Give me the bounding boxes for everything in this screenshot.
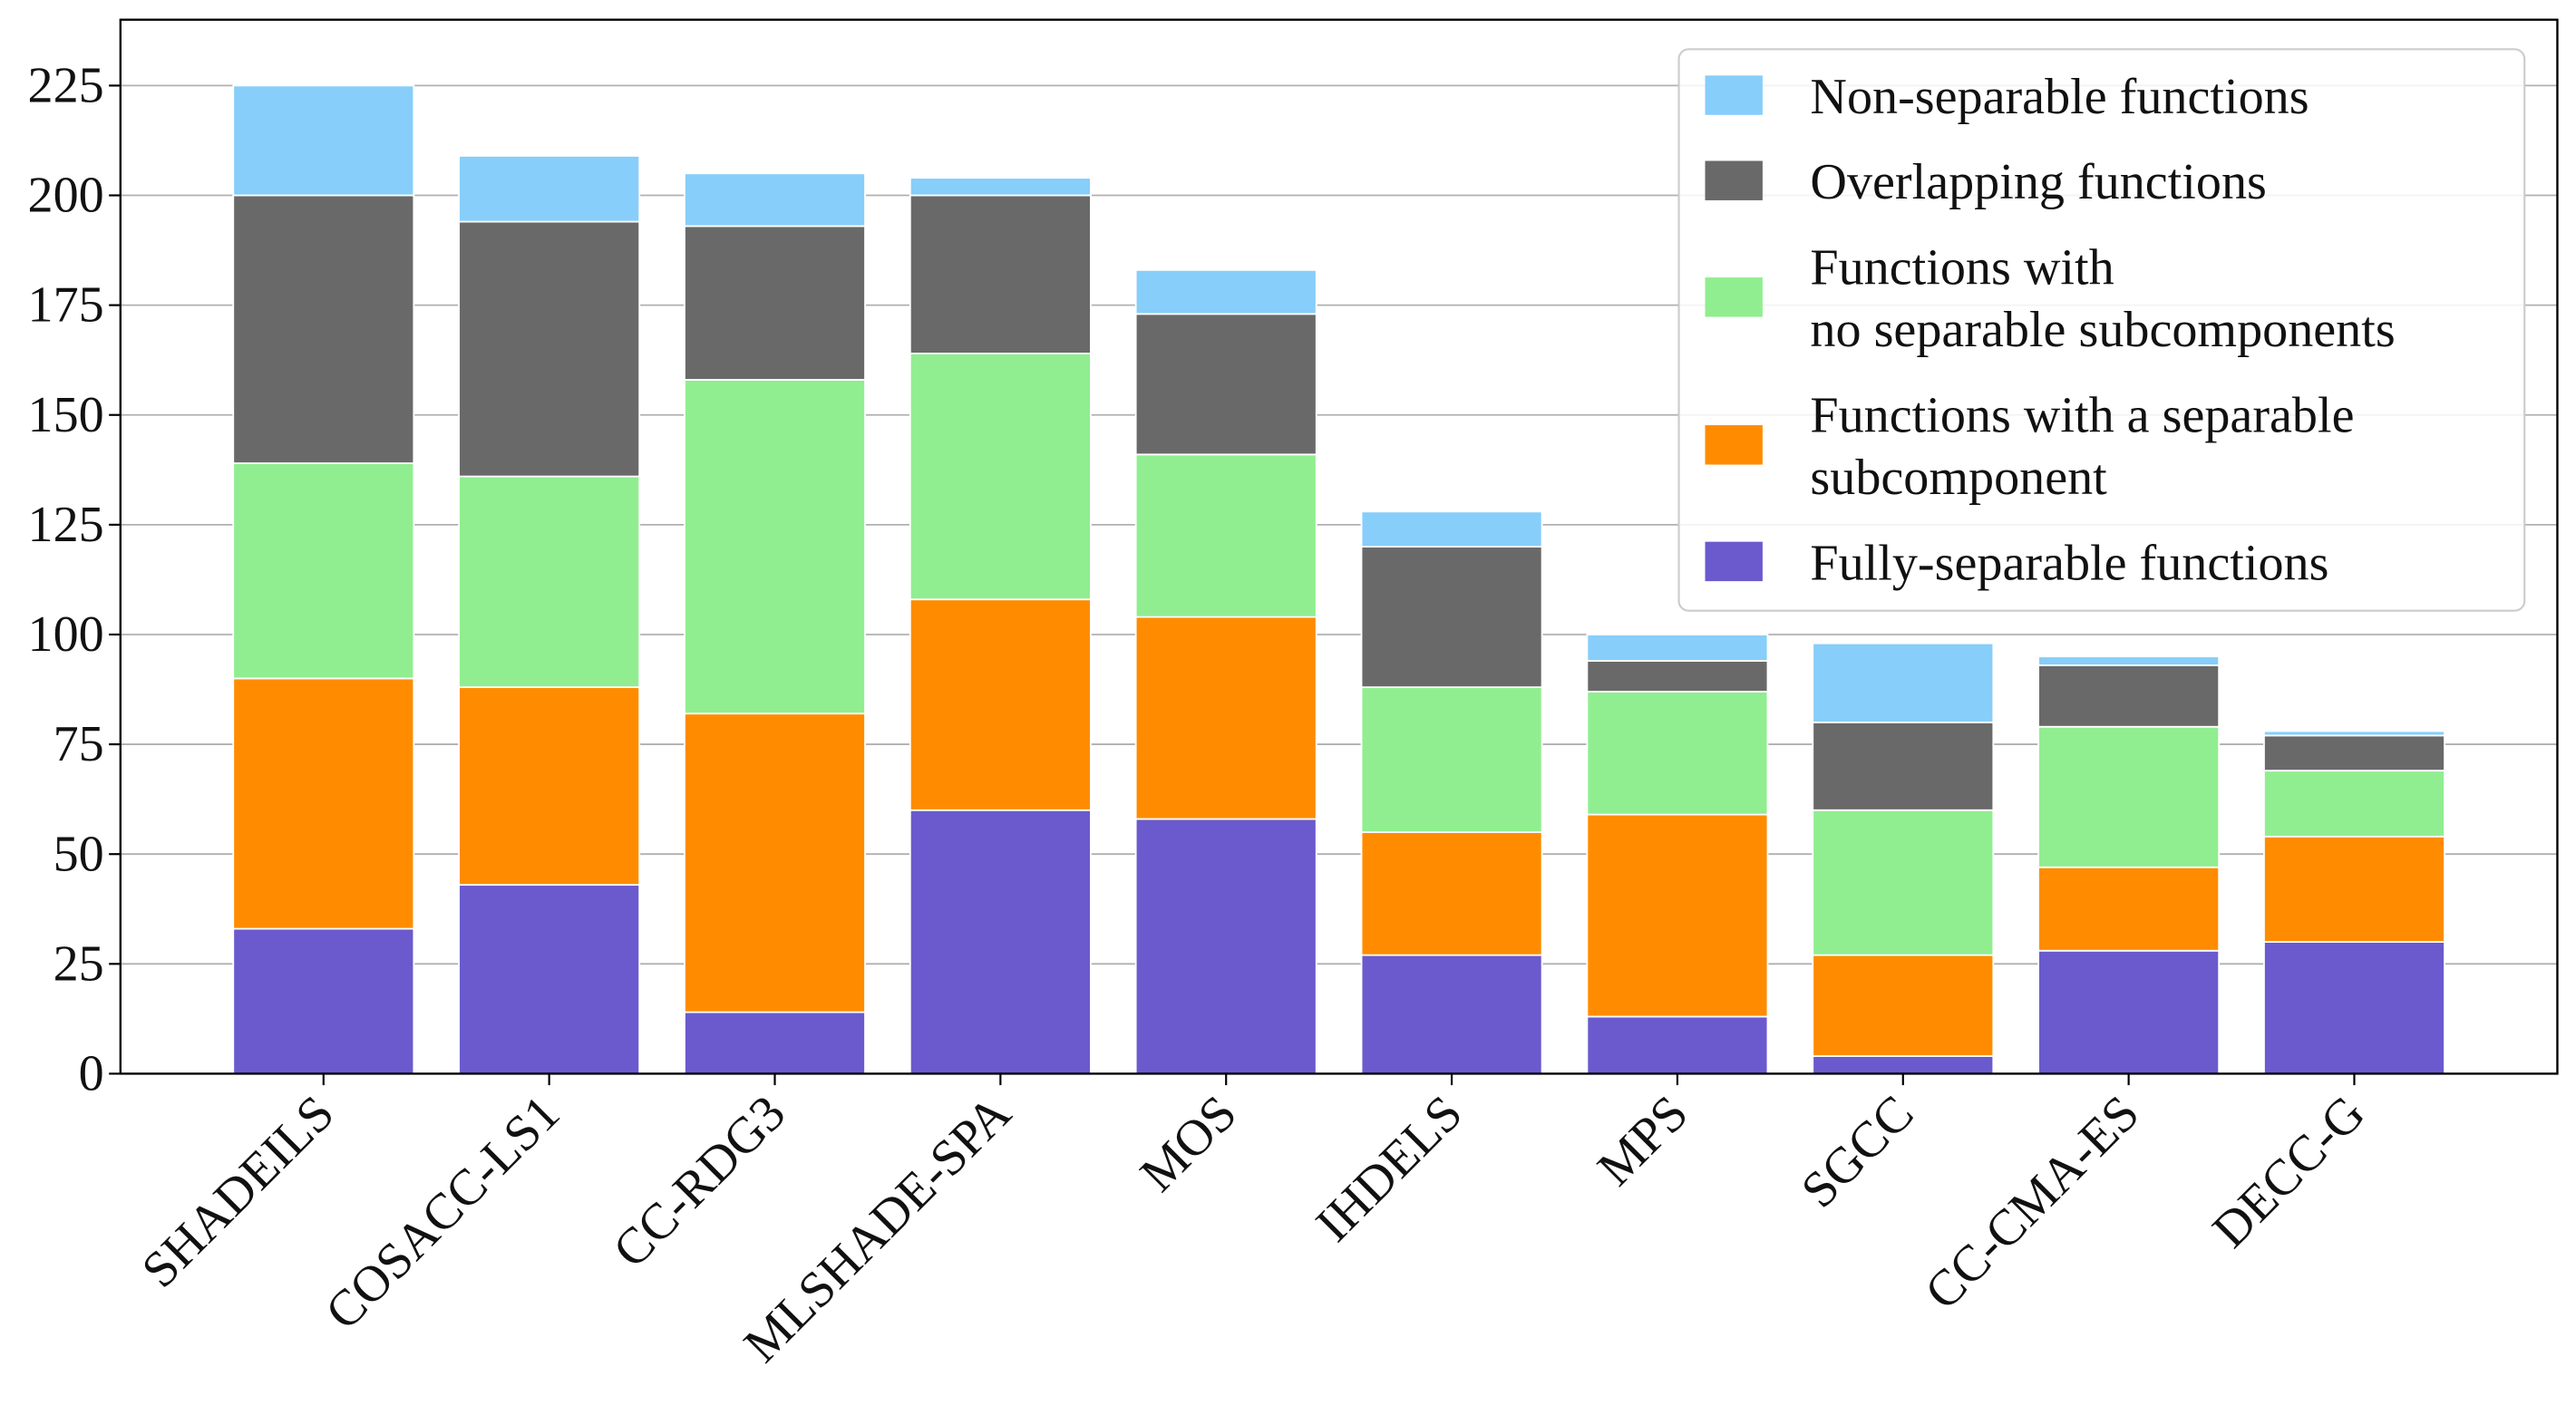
legend-swatch xyxy=(1705,160,1763,200)
y-tick-label: 25 xyxy=(53,935,104,992)
legend-swatch xyxy=(1705,541,1763,582)
bar-segment xyxy=(909,598,1092,811)
x-tick-label: SHADEILS xyxy=(131,1085,345,1299)
bar-segment xyxy=(1812,954,1995,1057)
y-tick-label: 75 xyxy=(53,716,104,772)
bar-segment xyxy=(1586,634,1769,662)
bar-segment xyxy=(1812,721,1995,811)
bar-segment xyxy=(2263,730,2445,737)
bar-segment xyxy=(1360,686,1543,833)
bar-segment xyxy=(684,379,866,715)
bar-segment xyxy=(1134,616,1317,820)
bar-segment xyxy=(232,677,415,930)
bar-segment xyxy=(2263,835,2445,944)
x-tick-label: DECC-G xyxy=(2202,1085,2377,1259)
bar-segment xyxy=(458,884,641,1075)
bar-segment xyxy=(684,712,866,1013)
legend-label: Fully-separable functions xyxy=(1810,535,2328,591)
bar-segment xyxy=(2263,941,2445,1075)
bar-segment xyxy=(458,475,641,689)
x-tick-label: IHDELS xyxy=(1306,1085,1473,1253)
bar-segment xyxy=(2037,725,2221,868)
y-tick-label: 125 xyxy=(28,497,104,553)
bar-segment xyxy=(2037,655,2221,666)
bar-segment xyxy=(1586,660,1769,693)
bar-segment xyxy=(909,353,1092,601)
bar-segment xyxy=(232,194,415,464)
x-tick-label: COSACC-LS1 xyxy=(315,1085,570,1341)
legend-box xyxy=(1677,48,2526,612)
legend-label: Functions with a separable subcomponent xyxy=(1810,387,2354,506)
y-tick-label: 150 xyxy=(28,387,104,443)
bar-segment xyxy=(1586,691,1769,816)
legend-label: Non-separable functions xyxy=(1810,69,2309,125)
legend-swatch xyxy=(1705,75,1763,115)
x-tick-label: CC-RDG3 xyxy=(603,1085,797,1279)
y-tick-label: 50 xyxy=(53,826,104,882)
bar-segment xyxy=(1134,268,1317,315)
x-tick-label: CC-CMA-ES xyxy=(1914,1085,2150,1321)
x-tick-label: MPS xyxy=(1587,1085,1698,1197)
bar-segment xyxy=(1134,453,1317,618)
bar-segment xyxy=(458,220,641,478)
bar-segment xyxy=(909,177,1092,197)
bar-segment xyxy=(909,809,1092,1075)
bar-segment xyxy=(232,84,415,197)
bar-segment xyxy=(1812,642,1995,723)
y-tick-label: 0 xyxy=(79,1046,104,1102)
bar-segment xyxy=(2263,770,2445,838)
legend-swatch xyxy=(1705,277,1763,317)
legend: Non-separable functions Overlapping funct… xyxy=(1677,48,2526,612)
bar-segment xyxy=(1586,813,1769,1018)
bar-segment xyxy=(2037,949,2221,1075)
bar-segment xyxy=(1812,1055,1995,1075)
bar-segment xyxy=(684,172,866,228)
bar-segment xyxy=(1360,510,1543,548)
y-tick-label: 100 xyxy=(28,606,104,663)
bar-segment xyxy=(232,462,415,680)
bar-segment xyxy=(2037,866,2221,952)
bar-segment xyxy=(1360,954,1543,1075)
bar-segment xyxy=(1586,1015,1769,1075)
x-tick-label: SGCC xyxy=(1791,1085,1925,1219)
x-tick-label: MOS xyxy=(1130,1085,1248,1203)
bar-segment xyxy=(2263,734,2445,772)
y-tick-label: 225 xyxy=(28,58,104,114)
bar-segment xyxy=(2037,664,2221,728)
bar-segment xyxy=(684,225,866,381)
legend-label: Functions with no separable subcomponents xyxy=(1810,239,2395,358)
legend-swatch xyxy=(1705,425,1763,465)
bar-segment xyxy=(1360,546,1543,689)
bar-segment xyxy=(1812,809,1995,956)
bar-segment xyxy=(458,686,641,887)
bar-segment xyxy=(1134,818,1317,1075)
bar-segment xyxy=(1134,313,1317,456)
legend-label: Overlapping functions xyxy=(1810,154,2266,210)
bar-segment xyxy=(684,1011,866,1075)
plot-frame xyxy=(119,18,2559,1075)
y-tick-label: 175 xyxy=(28,277,104,334)
bar-segment xyxy=(909,194,1092,354)
bar-segment xyxy=(232,927,415,1075)
bar-segment xyxy=(458,155,641,223)
bar-segment xyxy=(1360,831,1543,956)
y-tick-label: 200 xyxy=(28,168,104,224)
